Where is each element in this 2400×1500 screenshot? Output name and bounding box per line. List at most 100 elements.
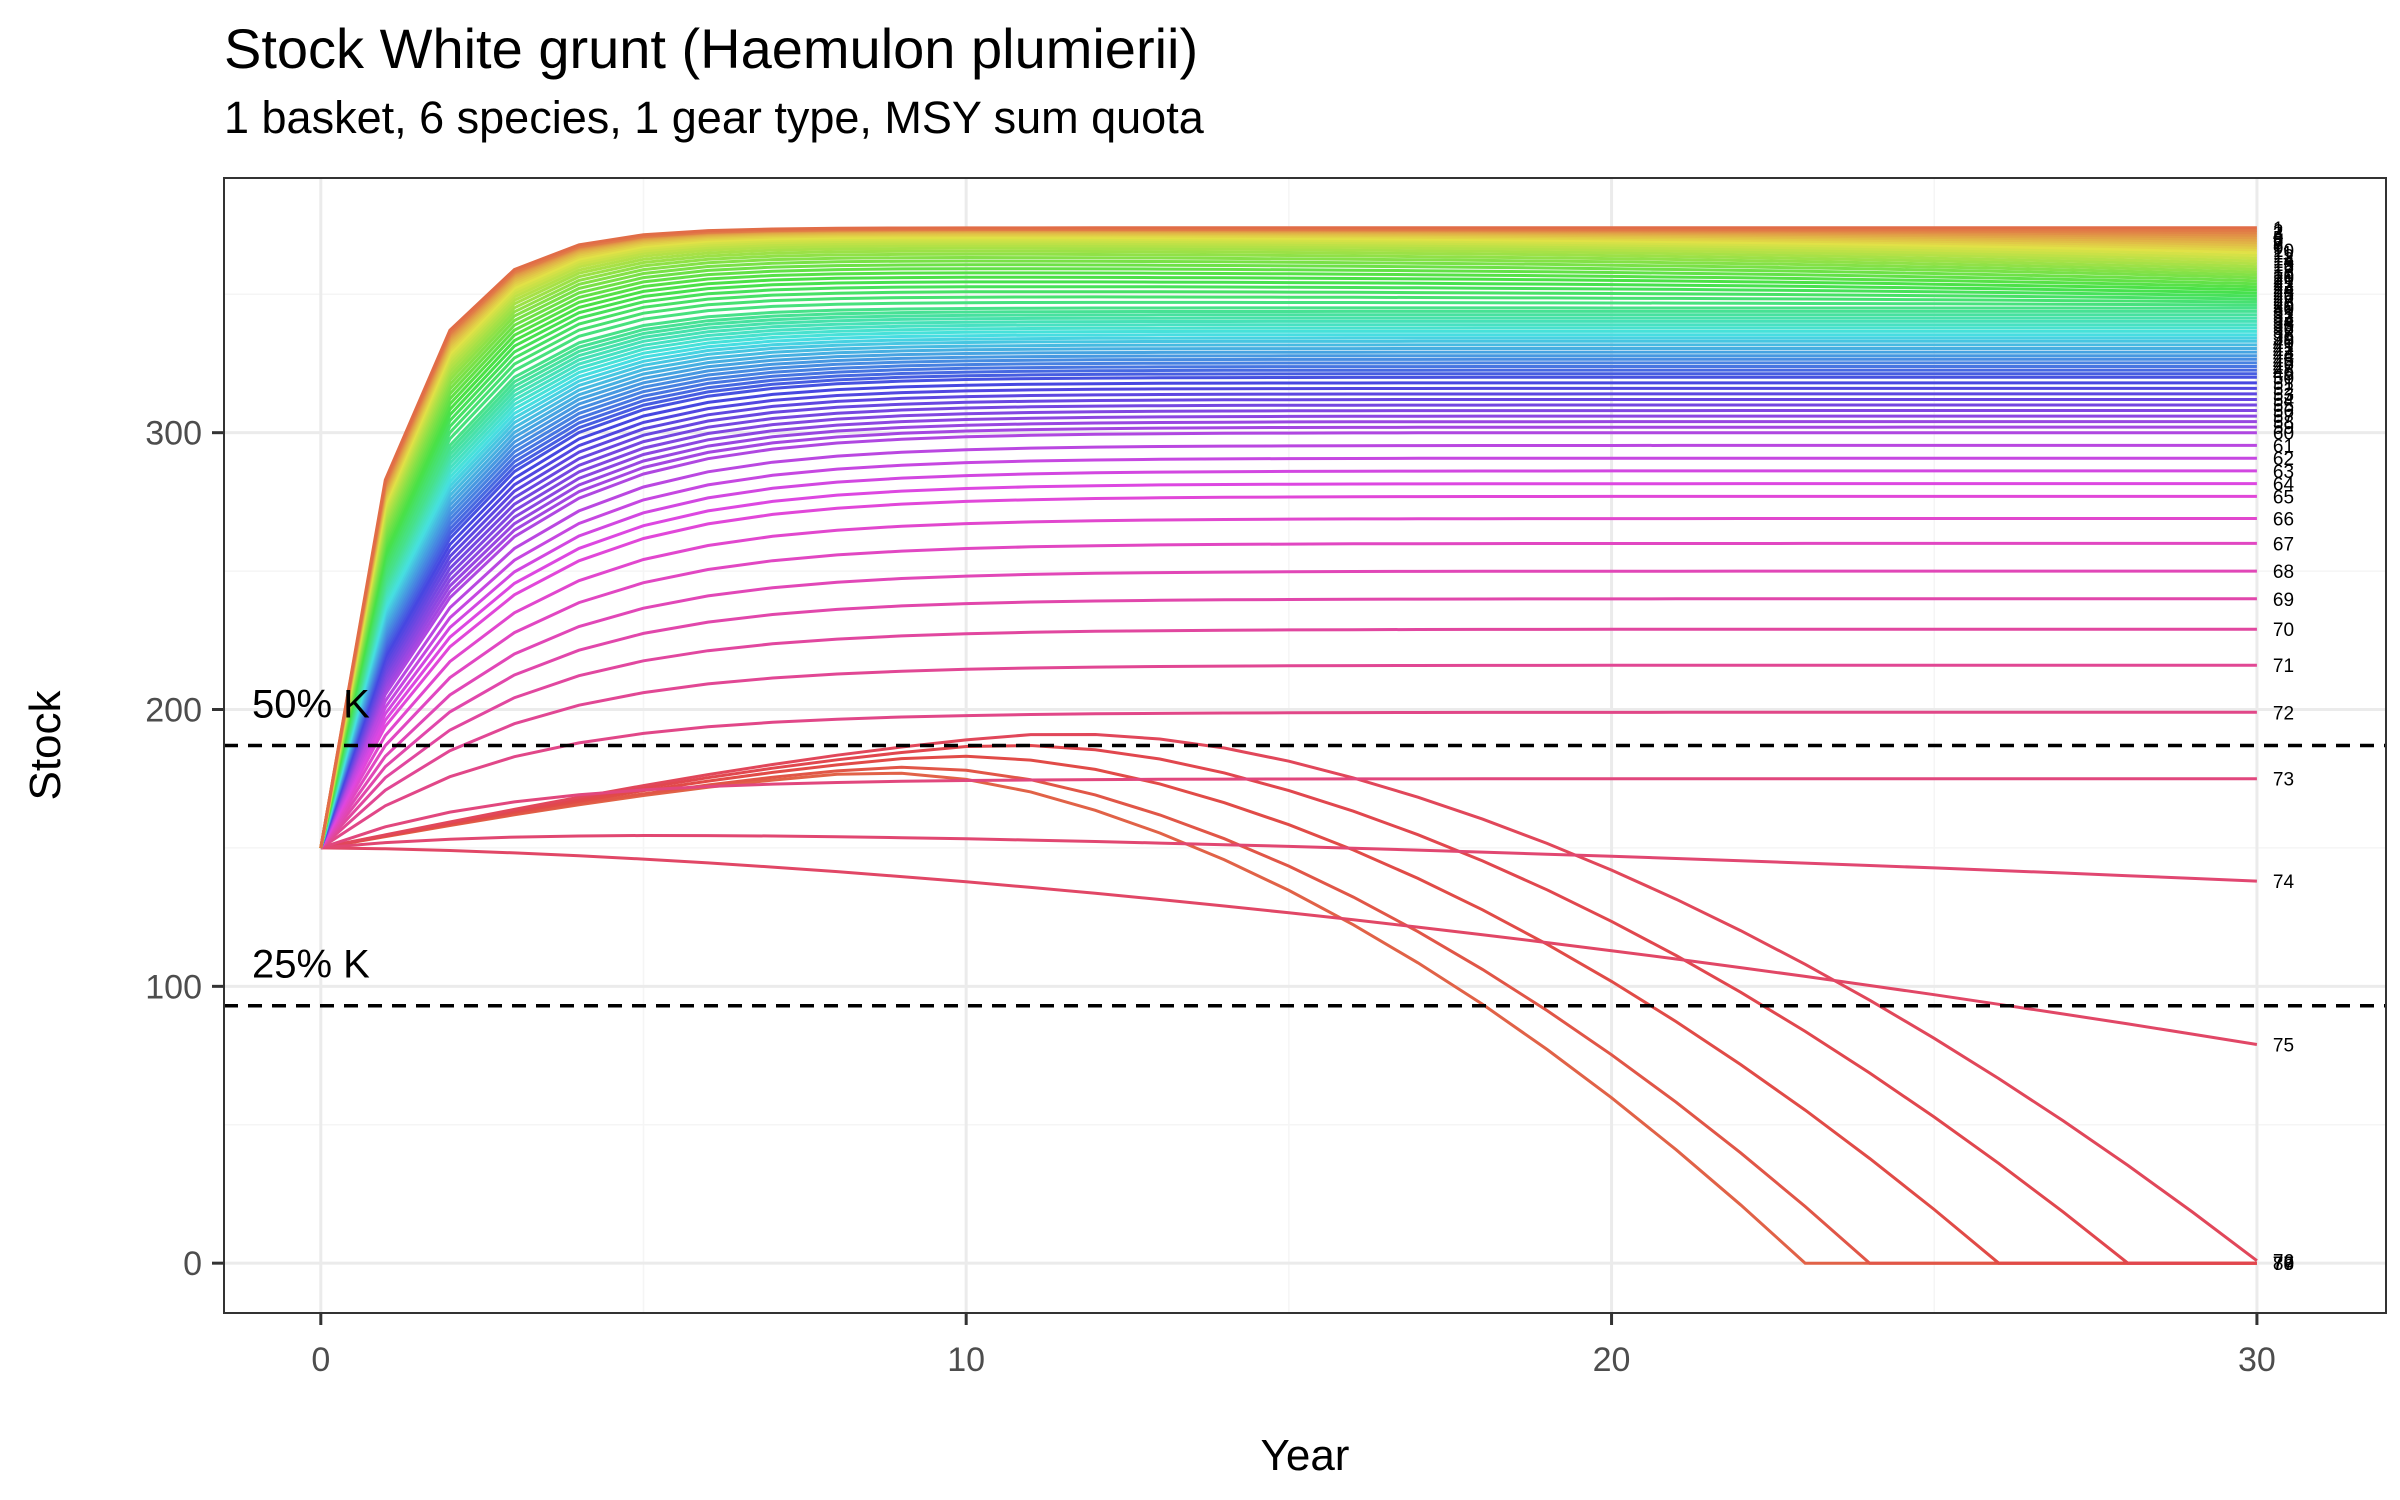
series-line-23 [319, 271, 2257, 849]
end-label-47: 47 [2273, 358, 2294, 379]
end-label-48: 48 [2273, 361, 2294, 382]
series-line-31 [319, 309, 2257, 849]
series-line-19 [319, 255, 2257, 849]
y-tick-label: 0 [183, 1245, 202, 1283]
series-line-53 [319, 392, 2257, 849]
end-label-40: 40 [2273, 332, 2294, 353]
chart-subtitle: 1 basket, 6 species, 1 gear type, MSY su… [224, 92, 1204, 143]
series-line-21 [319, 263, 2257, 849]
end-label-46: 46 [2273, 354, 2294, 375]
end-label-51: 51 [2273, 374, 2294, 395]
series-line-52 [319, 386, 2257, 849]
end-label-1: 1 [2273, 219, 2284, 240]
series-line-46 [319, 361, 2257, 849]
series-line-38 [319, 333, 2257, 849]
series-line-15 [319, 244, 2257, 849]
end-label-70: 70 [2273, 620, 2294, 641]
end-label-24: 24 [2273, 281, 2295, 302]
end-label-12: 12 [2273, 247, 2294, 268]
series-line-51 [319, 381, 2257, 849]
end-label-63: 63 [2273, 462, 2294, 483]
series-line-42 [319, 347, 2257, 849]
end-label-41: 41 [2273, 336, 2294, 357]
end-label-35: 35 [2273, 316, 2294, 337]
series-line-40 [319, 339, 2257, 849]
series-line-12 [319, 237, 2257, 849]
end-label-43: 43 [2273, 343, 2294, 364]
end-label-72: 72 [2273, 703, 2294, 724]
end-label-64: 64 [2273, 475, 2295, 496]
end-label-58: 58 [2273, 413, 2294, 434]
end-label-76: 76 [2273, 1252, 2294, 1273]
end-label-27: 27 [2273, 290, 2294, 311]
end-label-9: 9 [2273, 239, 2284, 260]
series-line-29 [319, 300, 2257, 849]
series-line-72 [319, 710, 2257, 850]
end-label-23: 23 [2273, 278, 2294, 299]
end-label-75: 75 [2273, 1035, 2294, 1056]
end-label-42: 42 [2273, 340, 2294, 361]
end-label-65: 65 [2273, 487, 2294, 508]
series-line-54 [319, 398, 2257, 849]
end-label-32: 32 [2273, 306, 2294, 327]
reference-label-1: 25% K [252, 943, 370, 987]
series-line-66 [319, 517, 2257, 849]
end-label-50: 50 [2273, 368, 2294, 389]
end-label-34: 34 [2273, 312, 2295, 333]
series-line-56 [319, 409, 2257, 849]
end-label-18: 18 [2273, 263, 2294, 284]
end-label-2: 2 [2273, 221, 2284, 242]
series-line-58 [319, 420, 2257, 849]
series-line-39 [319, 336, 2257, 849]
end-label-80: 80 [2273, 1254, 2294, 1275]
series-line-60 [319, 431, 2257, 849]
end-label-38: 38 [2273, 326, 2294, 347]
end-label-11: 11 [2273, 244, 2293, 265]
series-line-55 [319, 403, 2257, 849]
reference-lines: 50% K 25% K [224, 683, 2386, 1008]
series-line-47 [319, 365, 2257, 849]
end-label-77: 77 [2273, 1254, 2294, 1275]
y-tick-label: 300 [145, 415, 202, 453]
series-line-35 [319, 323, 2257, 849]
series-line-62 [319, 456, 2257, 849]
end-label-3: 3 [2273, 224, 2284, 245]
reference-label-0: 50% K [252, 683, 370, 727]
series-line-1 [319, 226, 2257, 849]
end-label-55: 55 [2273, 396, 2294, 417]
end-label-14: 14 [2273, 252, 2295, 273]
end-label-52: 52 [2273, 379, 2294, 400]
series-line-20 [319, 259, 2257, 849]
series-line-50 [319, 375, 2257, 849]
end-label-71: 71 [2273, 656, 2294, 677]
end-label-61: 61 [2273, 436, 2294, 457]
end-label-29: 29 [2273, 296, 2294, 317]
end-label-45: 45 [2273, 350, 2294, 371]
y-tick-label: 100 [145, 968, 202, 1006]
series-line-17 [319, 249, 2257, 849]
end-label-57: 57 [2273, 407, 2294, 428]
end-label-62: 62 [2273, 449, 2294, 470]
x-tick-label: 20 [1593, 1341, 1631, 1379]
end-label-26: 26 [2273, 287, 2294, 308]
y-axis-title: Stock [21, 689, 70, 800]
series-line-64 [319, 482, 2257, 849]
series-line-14 [319, 241, 2257, 849]
series-line-65 [319, 494, 2257, 849]
series-line-73 [320, 777, 2257, 850]
series-line-57 [319, 414, 2257, 849]
series-line-28 [319, 295, 2257, 849]
end-label-15: 15 [2273, 255, 2294, 276]
x-axis-title: Year [1261, 1431, 1350, 1480]
end-label-37: 37 [2273, 322, 2294, 343]
x-tick-label: 10 [947, 1341, 985, 1379]
series-line-44 [319, 354, 2257, 849]
end-label-33: 33 [2273, 309, 2294, 330]
end-label-59: 59 [2273, 418, 2294, 439]
end-label-56: 56 [2273, 402, 2294, 423]
end-label-10: 10 [2273, 241, 2294, 262]
series-line-25 [319, 280, 2257, 849]
end-label-17: 17 [2273, 260, 2294, 281]
